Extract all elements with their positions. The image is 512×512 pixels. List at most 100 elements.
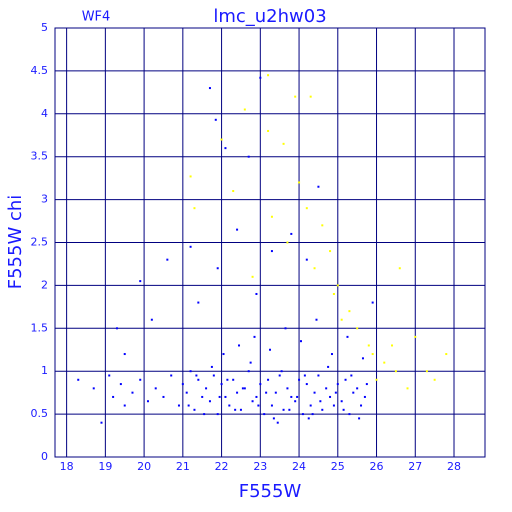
point	[445, 353, 448, 356]
y-tick-label: 2.5	[31, 236, 49, 249]
point	[195, 374, 198, 377]
point	[185, 391, 188, 394]
point	[241, 387, 244, 390]
point	[154, 387, 157, 390]
point	[317, 374, 320, 377]
point	[226, 378, 229, 381]
point	[313, 391, 316, 394]
point	[181, 383, 184, 386]
point	[197, 301, 200, 304]
point	[286, 387, 289, 390]
point	[270, 250, 273, 253]
point	[367, 344, 370, 347]
point	[222, 353, 225, 356]
point	[329, 395, 332, 398]
point	[228, 404, 231, 407]
point	[216, 413, 219, 416]
point	[272, 417, 275, 420]
chart-title: lmc_u2hw03	[213, 6, 326, 27]
point	[251, 275, 254, 278]
point	[294, 400, 297, 403]
point	[234, 408, 237, 411]
point	[301, 413, 304, 416]
point	[249, 361, 252, 364]
y-tick-label: 4.5	[31, 64, 49, 77]
point	[187, 404, 190, 407]
point	[216, 267, 219, 270]
point	[336, 284, 339, 287]
x-axis-label: F555W	[239, 481, 302, 502]
point	[344, 378, 347, 381]
point	[255, 395, 258, 398]
point	[305, 383, 308, 386]
point	[270, 215, 273, 218]
point	[361, 357, 364, 360]
point	[123, 404, 126, 407]
point	[278, 374, 281, 377]
point	[265, 391, 268, 394]
subtitle: WF4	[82, 10, 111, 25]
point	[321, 408, 324, 411]
point	[139, 280, 142, 283]
point	[197, 378, 200, 381]
x-tick-label: 19	[98, 460, 112, 473]
point	[247, 370, 250, 373]
point	[123, 353, 126, 356]
point	[294, 95, 297, 98]
point	[232, 378, 235, 381]
point	[348, 310, 351, 313]
point	[298, 378, 301, 381]
x-tick-label: 20	[137, 460, 151, 473]
point	[350, 374, 353, 377]
point	[375, 378, 378, 381]
x-tick-label: 26	[370, 460, 384, 473]
point	[383, 361, 386, 364]
point	[270, 404, 273, 407]
point	[119, 383, 122, 386]
point	[139, 378, 142, 381]
point	[311, 413, 314, 416]
y-tick-label: 0	[41, 450, 48, 463]
y-tick-label: 1	[41, 364, 48, 377]
point	[255, 292, 258, 295]
point	[267, 378, 270, 381]
point	[131, 391, 134, 394]
point	[267, 74, 270, 77]
point	[284, 327, 287, 330]
point	[189, 175, 192, 178]
point	[332, 404, 335, 407]
point	[259, 76, 262, 79]
point	[257, 404, 260, 407]
point	[334, 391, 337, 394]
point	[193, 207, 196, 210]
point	[305, 207, 308, 210]
y-tick-label: 5	[41, 21, 48, 34]
x-tick-label: 25	[331, 460, 345, 473]
point	[92, 387, 95, 390]
point	[340, 400, 343, 403]
point	[358, 417, 361, 420]
point	[263, 413, 266, 416]
point	[365, 383, 368, 386]
point	[243, 108, 246, 111]
point	[201, 395, 204, 398]
point	[224, 147, 227, 150]
point	[336, 383, 339, 386]
point	[166, 258, 169, 261]
point	[356, 327, 359, 330]
point	[319, 400, 322, 403]
point	[332, 292, 335, 295]
point	[189, 245, 192, 248]
point	[313, 267, 316, 270]
point	[425, 370, 428, 373]
point	[170, 374, 173, 377]
point	[112, 395, 115, 398]
point	[220, 138, 223, 141]
point	[267, 129, 270, 132]
point	[150, 318, 153, 321]
point	[315, 318, 318, 321]
x-tick-label: 28	[447, 460, 461, 473]
point	[208, 400, 211, 403]
point	[218, 395, 221, 398]
